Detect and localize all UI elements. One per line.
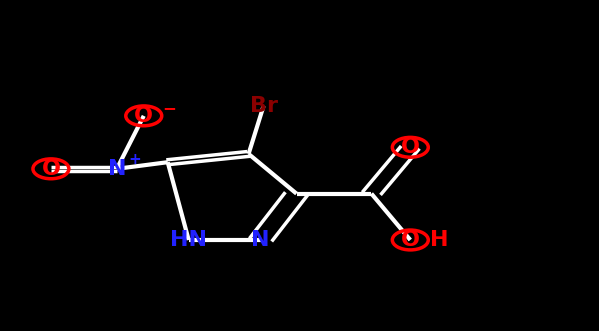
Text: +: + <box>128 152 141 167</box>
Text: N: N <box>108 159 126 179</box>
Text: O: O <box>41 159 60 179</box>
Text: Br: Br <box>250 96 277 116</box>
Text: O: O <box>134 106 153 126</box>
Text: O: O <box>401 230 420 250</box>
Text: −: − <box>162 99 176 117</box>
Text: H: H <box>430 230 448 250</box>
Text: HN: HN <box>170 230 207 250</box>
Text: O: O <box>401 137 420 157</box>
Text: N: N <box>252 230 270 250</box>
